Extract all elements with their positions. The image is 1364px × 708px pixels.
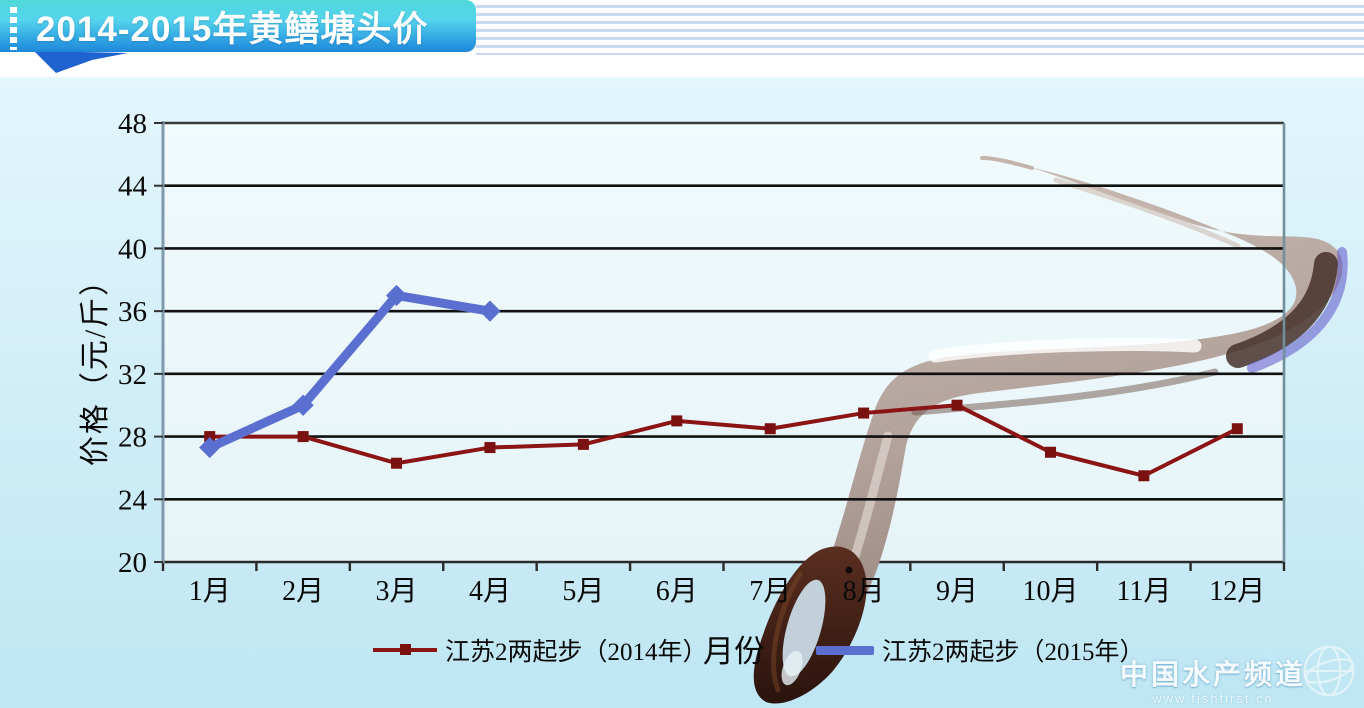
svg-text:40: 40	[118, 233, 147, 265]
svg-text:4月: 4月	[469, 576, 511, 607]
x-tick-labels: 1月 2月 3月 4月 5月 6月 7月 8月 9月 10月 11月 12月	[189, 576, 1266, 607]
svg-text:11月: 11月	[1116, 576, 1171, 607]
svg-text:6月: 6月	[656, 576, 698, 607]
svg-text:3月: 3月	[376, 576, 418, 607]
dashed-accent	[10, 7, 17, 50]
y-axis	[154, 122, 163, 563]
y-tick-labels: 20 24 28 32 36 40 44 48	[118, 108, 148, 579]
legend-2015-label: 江苏2两起步（2015年）	[882, 639, 1145, 666]
svg-text:12月: 12月	[1209, 576, 1265, 607]
svg-text:44: 44	[118, 171, 148, 203]
legend-2014-label: 江苏2两起步（2014年）	[445, 639, 708, 666]
plot-border	[161, 121, 1286, 563]
legend-line-2014-icon	[373, 644, 437, 655]
svg-text:5月: 5月	[562, 576, 604, 607]
eel-tail-tip	[980, 156, 1034, 170]
watermark-name: 中国水产频道	[1119, 659, 1306, 690]
eel-sheen	[928, 337, 1202, 363]
x-axis	[161, 560, 1286, 571]
svg-text:48: 48	[118, 108, 147, 140]
svg-text:9月: 9月	[936, 576, 978, 607]
svg-text:28: 28	[118, 422, 147, 454]
svg-text:36: 36	[118, 296, 147, 328]
legend-line-2015-icon	[816, 645, 874, 655]
legend-2015: 江苏2两起步（2015年）	[816, 632, 1145, 668]
watermark-url: www.fishfirst.cn	[1152, 691, 1274, 706]
svg-text:7月: 7月	[749, 576, 791, 607]
svg-text:1月: 1月	[189, 576, 231, 607]
x-axis-title: 月份	[703, 634, 765, 669]
svg-text:8月: 8月	[843, 576, 885, 607]
svg-text:32: 32	[118, 359, 147, 391]
banner-tail	[34, 51, 128, 73]
page-title: 2014-2015年黄鳝塘头价	[36, 9, 429, 49]
y-axis-title: 价格（元/斤）	[79, 263, 112, 467]
svg-text:20: 20	[118, 547, 147, 579]
gridlines	[163, 184, 1284, 501]
svg-text:24: 24	[118, 484, 148, 516]
series-2014-line	[204, 399, 1243, 482]
watermark: 中国水产频道 www.fishfirst.cn	[1119, 645, 1355, 706]
svg-text:10月: 10月	[1022, 576, 1078, 607]
eel-eye	[845, 566, 853, 574]
legend-2014: 江苏2两起步（2014年）	[373, 632, 708, 668]
svg-text:2月: 2月	[282, 576, 324, 607]
title-banner: 2014-2015年黄鳝塘头价	[0, 0, 476, 52]
globe-icon	[1303, 645, 1355, 697]
pinstripe-decoration	[476, 0, 1364, 55]
